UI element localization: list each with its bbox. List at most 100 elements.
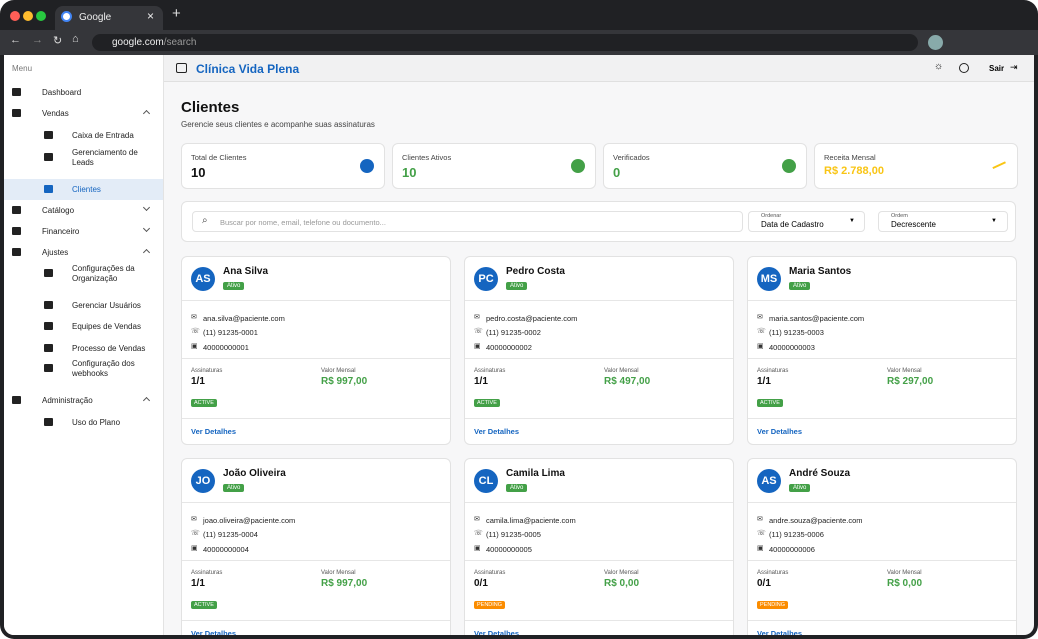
- client-card: AS Ana Silva Ativo ✉ ana.silva@paciente.com ☏…: [181, 256, 451, 445]
- stat-icon: [992, 161, 1008, 173]
- monthly-value: R$ 0,00: [604, 578, 640, 589]
- divider: [748, 560, 1016, 561]
- home[interactable]: ⌂: [72, 33, 79, 45]
- nav-back[interactable]: ←: [10, 34, 21, 46]
- divider: [465, 502, 733, 503]
- chevron: [142, 396, 151, 405]
- email-icon: ✉: [474, 314, 480, 321]
- minimize-dot[interactable]: [23, 11, 33, 21]
- browser-tab[interactable]: Google ×: [55, 6, 163, 30]
- nav-icon: [44, 301, 53, 309]
- nav-icon: [44, 153, 53, 161]
- details-link[interactable]: Ver Detalhes: [474, 427, 520, 436]
- profile[interactable]: [928, 35, 943, 50]
- theme-toggle[interactable]: ☼: [934, 61, 944, 72]
- maximize-dot[interactable]: [36, 11, 46, 21]
- close-dot[interactable]: [10, 11, 20, 21]
- client-phone: (11) 91235-0002: [486, 328, 541, 337]
- nav-item[interactable]: Configurações da Organização: [4, 264, 163, 283]
- nav-item[interactable]: Processo de Vendas: [4, 342, 163, 354]
- stat-value: 10: [402, 165, 417, 180]
- stat-value: 10: [191, 165, 206, 180]
- phone-icon: ☏: [757, 328, 766, 335]
- divider: [182, 620, 450, 621]
- stat-card: Verificados 0: [603, 143, 807, 189]
- nav-forward[interactable]: →: [32, 34, 43, 46]
- client-card: MS Maria Santos Ativo ✉ maria.santos@pacient…: [747, 256, 1017, 445]
- nav-item[interactable]: Caixa de Entrada: [4, 129, 163, 141]
- details-link[interactable]: Ver Detalhes: [757, 427, 803, 436]
- order-select[interactable]: Ordem Decrescente ▼: [878, 211, 1008, 232]
- client-phone: (11) 91235-0005: [486, 530, 541, 539]
- nav-item[interactable]: Uso do Plano: [4, 416, 163, 428]
- nav-item[interactable]: Clientes: [4, 179, 163, 200]
- nav-item[interactable]: Configuração dos webhooks: [4, 359, 163, 378]
- language[interactable]: [959, 63, 969, 73]
- nav-item[interactable]: Dashboard: [4, 86, 163, 98]
- tab-close[interactable]: ×: [147, 9, 155, 23]
- nav-label: Gerenciamento de Leads: [72, 148, 138, 167]
- client-card: CL Camila Lima Ativo ✉ camila.lima@paciente.…: [464, 458, 734, 635]
- document-icon: ▣: [474, 545, 481, 552]
- search-icon: ⌕: [202, 215, 208, 226]
- client-email: camila.lima@paciente.com: [486, 516, 576, 525]
- sidebar-toggle[interactable]: [176, 63, 187, 73]
- chevron: [142, 248, 151, 257]
- stat-label: Total de Clientes: [191, 153, 247, 162]
- email-icon: ✉: [191, 516, 197, 523]
- url-host: google.com: [112, 37, 164, 48]
- subs-value: 1/1: [757, 376, 771, 387]
- dropdown-arrow: ▼: [991, 218, 997, 224]
- nav-item[interactable]: Catálogo: [4, 203, 163, 216]
- avatar: PC: [474, 267, 498, 291]
- phone-icon: ☏: [191, 530, 200, 537]
- nav-item[interactable]: Financeiro: [4, 224, 163, 237]
- nav-item[interactable]: Gerenciar Usuários: [4, 299, 163, 311]
- logout-icon: ⇥: [1010, 62, 1018, 72]
- nav-icon: [44, 131, 53, 139]
- document-icon: ▣: [757, 343, 764, 350]
- nav-item[interactable]: Gerenciamento de Leads: [4, 148, 163, 167]
- nav-label: Clientes: [72, 185, 101, 194]
- nav-item[interactable]: Ajustes: [4, 246, 163, 258]
- phone-icon: ☏: [191, 328, 200, 335]
- value-label: Valor Mensal: [604, 570, 639, 576]
- divider: [182, 418, 450, 419]
- details-link[interactable]: Ver Detalhes: [757, 629, 803, 635]
- url-field[interactable]: google.com/search: [92, 34, 918, 51]
- client-document: 40000000005: [486, 545, 532, 554]
- nav-icon: [44, 418, 53, 426]
- client-name: André Souza: [789, 468, 851, 479]
- nav-label: Caixa de Entrada: [72, 131, 134, 140]
- nav-item[interactable]: Vendas: [4, 107, 163, 119]
- monthly-value: R$ 997,00: [321, 376, 368, 387]
- monthly-value: R$ 297,00: [887, 376, 934, 387]
- logout[interactable]: Sair: [989, 64, 1005, 73]
- client-name: Ana Silva: [223, 266, 269, 277]
- sort-select[interactable]: Ordenar Data de Cadastro ▼: [748, 211, 865, 232]
- nav-item[interactable]: Administração: [4, 394, 163, 406]
- details-link[interactable]: Ver Detalhes: [191, 629, 237, 635]
- url-path: /search: [163, 37, 197, 48]
- client-card: PC Pedro Costa Ativo ✉ pedro.costa@paciente.…: [464, 256, 734, 445]
- app-title: Clínica Vida Plena: [196, 62, 300, 76]
- subscription-badge: ACTIVE: [474, 399, 500, 407]
- avatar: AS: [757, 469, 781, 493]
- nav-item[interactable]: Equipes de Vendas: [4, 320, 163, 332]
- client-document: 40000000001: [203, 343, 249, 352]
- app: Menu Dashboard Vendas Caixa de Entrada Gere…: [4, 55, 1034, 635]
- main: Clientes Gerencie seus clientes e acompa…: [164, 82, 1034, 635]
- client-email: joao.oliveira@paciente.com: [203, 516, 296, 525]
- details-link[interactable]: Ver Detalhes: [474, 629, 520, 635]
- nav-label: Catálogo: [42, 206, 75, 215]
- menu-label: Menu: [12, 64, 33, 73]
- nav-icon: [44, 364, 53, 372]
- search-input[interactable]: ⌕ Buscar por nome, email, telefone ou do…: [192, 211, 743, 232]
- monthly-value: R$ 0,00: [887, 578, 923, 589]
- stat-value: 0: [613, 165, 621, 180]
- stat-label: Receita Mensal: [824, 153, 876, 162]
- status-chip: Ativo: [223, 484, 245, 492]
- new-tab[interactable]: +: [172, 5, 181, 22]
- details-link[interactable]: Ver Detalhes: [191, 427, 237, 436]
- reload[interactable]: ↻: [53, 35, 63, 47]
